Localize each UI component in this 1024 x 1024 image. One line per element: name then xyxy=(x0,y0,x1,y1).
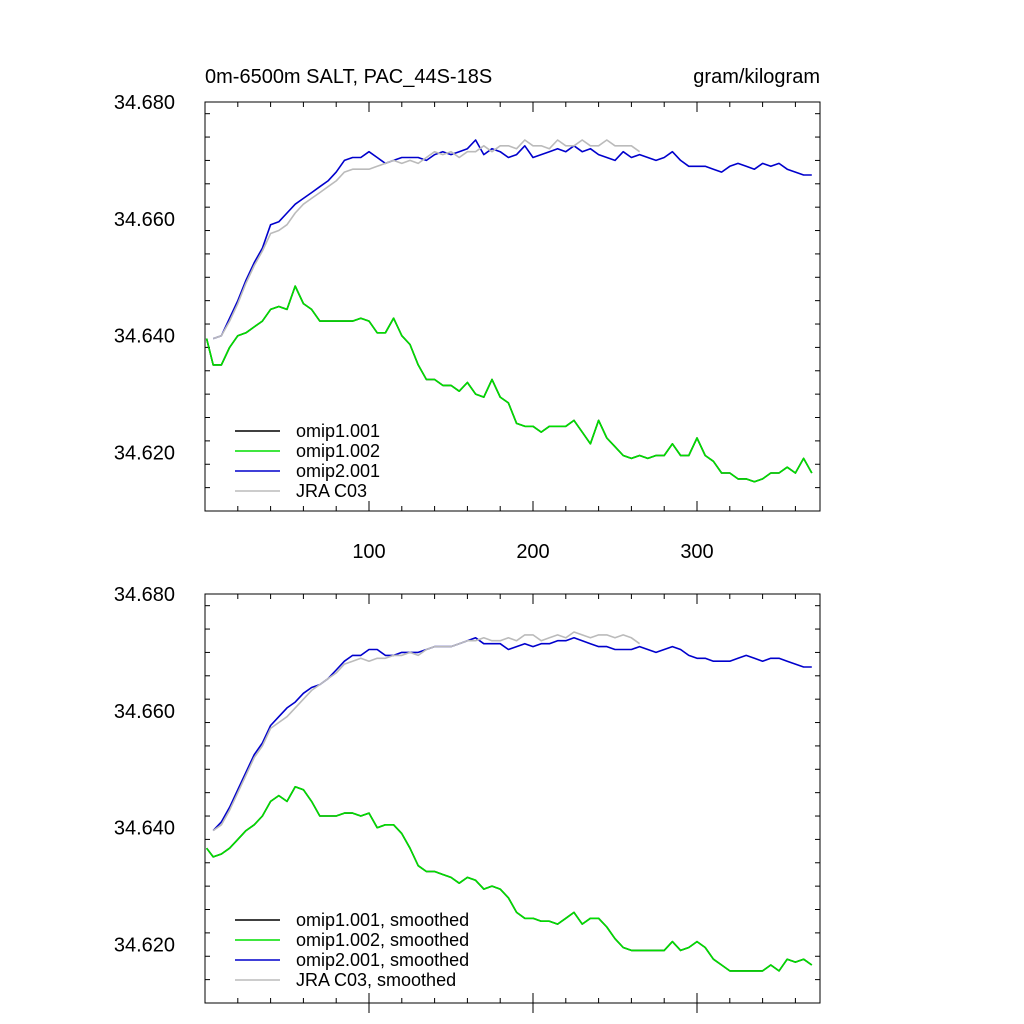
legend-label: omip1.002, smoothed xyxy=(296,930,469,950)
x-tick-label: 100 xyxy=(352,541,385,563)
series-line-2 xyxy=(212,139,812,340)
y-tick-label: 34.640 xyxy=(114,818,175,840)
x-tick-label: 300 xyxy=(680,541,713,563)
legend-label: omip1.001 xyxy=(296,421,380,441)
y-tick-label: 34.620 xyxy=(114,935,175,957)
y-tick-label: 34.680 xyxy=(114,584,175,606)
legend-label: omip1.002 xyxy=(296,441,380,461)
legend-label: omip2.001 xyxy=(296,461,380,481)
legend-label: omip1.001, smoothed xyxy=(296,910,469,930)
bottom-chart-panel: 34.620 34.640 34.660 34.680 omip1.001, smoot… xyxy=(114,584,821,1013)
y-tick-label: 34.620 xyxy=(114,443,175,465)
series-line-1 xyxy=(205,785,813,972)
y-tick-label: 34.660 xyxy=(114,701,175,723)
legend-label: omip2.001, smoothed xyxy=(296,950,469,970)
figure-units: gram/kilogram xyxy=(693,66,820,88)
series-line-3 xyxy=(212,631,641,832)
y-tick-label: 34.680 xyxy=(114,92,175,114)
series-line-1 xyxy=(205,285,813,483)
y-tick-label: 34.640 xyxy=(114,326,175,348)
x-tick-label: 200 xyxy=(516,541,549,563)
top-chart-panel: 34.620 34.640 34.660 34.680 100 200 300 omip1.0… xyxy=(114,92,821,563)
legend-label: JRA C03 xyxy=(296,481,367,501)
series-line-2 xyxy=(212,636,812,832)
legend-label: JRA C03, smoothed xyxy=(296,970,456,990)
y-tick-label: 34.660 xyxy=(114,209,175,231)
plot-frame xyxy=(204,593,821,1004)
figure-title: 0m-6500m SALT, PAC_44S-18S xyxy=(205,66,492,88)
series-line-3 xyxy=(212,139,641,340)
plot-frame xyxy=(204,101,821,512)
